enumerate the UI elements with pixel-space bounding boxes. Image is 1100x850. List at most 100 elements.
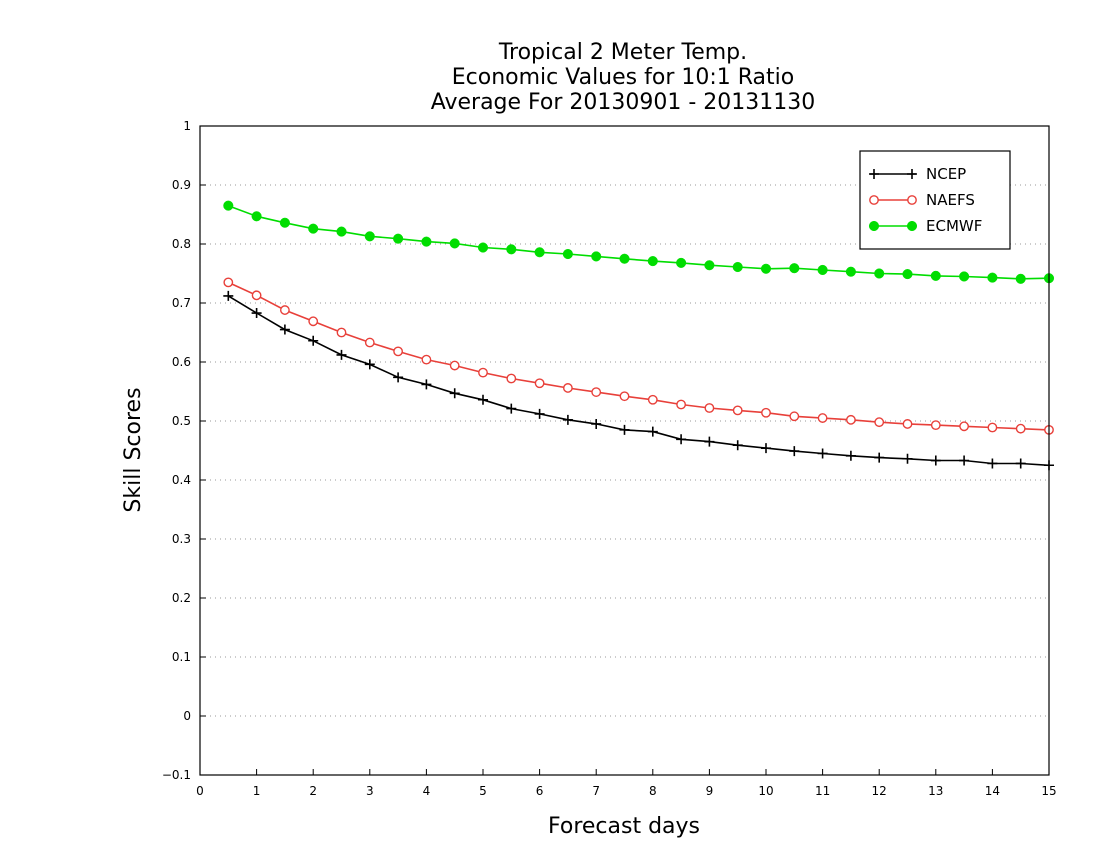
y-tick-label: 0.5	[172, 414, 191, 428]
x-tick-label: 12	[872, 784, 887, 798]
data-point-naefs	[308, 316, 319, 327]
data-point-ncep	[308, 335, 319, 346]
series-markers-naefs	[223, 277, 1054, 435]
data-point-ecmwf	[336, 226, 347, 237]
series-markers-ecmwf	[223, 200, 1055, 284]
data-point-ncep	[761, 443, 771, 454]
x-tick-label: 6	[536, 784, 544, 798]
data-point-naefs	[336, 327, 347, 338]
data-point-ncep	[704, 436, 715, 447]
data-point-ncep	[251, 308, 262, 319]
data-point-ncep	[534, 408, 545, 419]
data-point-ecmwf	[987, 272, 998, 283]
legend-marker-ecmwf	[906, 220, 918, 232]
y-tick-label: 0.3	[172, 532, 191, 546]
data-point-naefs	[676, 399, 686, 410]
data-point-ncep	[619, 424, 630, 435]
legend-label-naefs: NAEFS	[926, 191, 975, 209]
data-point-naefs	[902, 419, 913, 429]
data-point-ecmwf	[959, 271, 970, 282]
data-point-ecmwf	[251, 211, 262, 222]
data-point-naefs	[874, 417, 885, 428]
x-axis-title: Forecast days	[548, 814, 700, 839]
data-point-ecmwf	[223, 200, 234, 211]
y-axis: −0.1 0 0.1 0.2 0.3 0.4 0.5 0.6 0.7 0.8 0.9 1	[162, 119, 206, 782]
data-point-naefs	[732, 405, 743, 416]
data-point-ncep	[393, 372, 404, 383]
y-tick-label: 0.6	[172, 355, 191, 369]
series-markers-ncep	[223, 290, 1054, 471]
y-tick-label: 0.7	[172, 296, 191, 310]
x-tick-label: 15	[1041, 784, 1056, 798]
legend-label-ecmwf: ECMWF	[926, 217, 982, 235]
data-point-ecmwf	[704, 260, 715, 271]
data-point-ncep	[279, 324, 290, 335]
chart-title-line-1: Tropical 2 Meter Temp.	[498, 40, 747, 65]
data-point-ncep	[223, 290, 234, 301]
data-point-naefs	[449, 360, 460, 371]
y-tick-label: 0.9	[172, 178, 191, 192]
legend-label-ncep: NCEP	[926, 165, 966, 183]
chart-title-line-2: Economic Values for 10:1 Ratio	[452, 65, 794, 90]
data-point-ecmwf	[874, 268, 885, 279]
data-point-naefs	[930, 420, 941, 431]
data-point-naefs	[817, 413, 828, 423]
data-point-naefs	[704, 403, 715, 413]
data-point-ncep	[874, 452, 885, 463]
data-point-ncep	[817, 448, 828, 459]
data-point-ecmwf	[647, 256, 658, 267]
data-point-ecmwf	[364, 231, 375, 242]
data-point-ecmwf	[449, 238, 460, 249]
data-point-naefs	[364, 337, 375, 348]
legend: NCEP NAEFS ECMWF	[859, 150, 1011, 250]
y-tick-label: −0.1	[162, 768, 191, 782]
grid-lines	[200, 184, 1049, 717]
data-point-ecmwf	[421, 236, 432, 247]
x-tick-label: 14	[985, 784, 1000, 798]
data-point-ecmwf	[506, 244, 517, 255]
data-point-ncep	[732, 440, 743, 451]
data-point-naefs	[761, 407, 771, 418]
data-point-naefs	[789, 411, 800, 422]
data-point-ecmwf	[732, 261, 743, 273]
data-point-ecmwf	[477, 242, 489, 253]
x-tick-label: 10	[758, 784, 773, 798]
data-point-naefs	[846, 414, 856, 425]
data-point-ecmwf	[562, 248, 573, 260]
x-tick-label: 3	[366, 784, 374, 798]
y-tick-label: 0.1	[172, 650, 191, 664]
y-tick-label: 0	[183, 709, 191, 723]
y-tick-label: 0.8	[172, 237, 191, 251]
data-point-ecmwf	[817, 264, 828, 276]
data-point-naefs	[534, 378, 545, 389]
x-tick-label: 0	[196, 784, 204, 798]
data-point-ncep	[562, 414, 573, 425]
data-point-ecmwf	[534, 247, 545, 258]
y-axis-title: Skill Scores	[121, 387, 146, 512]
data-point-ecmwf	[1015, 273, 1026, 284]
data-point-ncep	[506, 403, 517, 414]
data-point-naefs	[619, 391, 630, 402]
plot-area-frame	[199, 125, 1050, 776]
data-point-naefs	[506, 373, 517, 384]
data-point-ecmwf	[845, 266, 856, 277]
data-point-ecmwf	[930, 270, 941, 281]
data-point-ncep	[959, 455, 970, 466]
x-tick-label: 13	[928, 784, 943, 798]
data-point-ncep	[1015, 458, 1026, 469]
legend-marker-ecmwf	[868, 220, 880, 232]
y-tick-label: 0.2	[172, 591, 191, 605]
series-line-naefs	[227, 281, 1050, 431]
chart-title: Tropical 2 Meter Temp. Economic Values f…	[431, 40, 816, 115]
data-point-ecmwf	[760, 263, 772, 274]
data-point-ncep	[676, 434, 687, 445]
x-axis: 0 1 2 3 4 5 6 7 8 9 10 11 12 13 14 15	[196, 769, 1057, 798]
data-point-ncep	[591, 418, 602, 429]
data-point-ecmwf	[279, 217, 290, 228]
x-tick-label: 1	[253, 784, 261, 798]
data-point-ecmwf	[789, 263, 800, 274]
data-point-ncep	[789, 446, 800, 457]
data-point-ecmwf	[308, 223, 319, 234]
series-markers	[223, 200, 1055, 471]
